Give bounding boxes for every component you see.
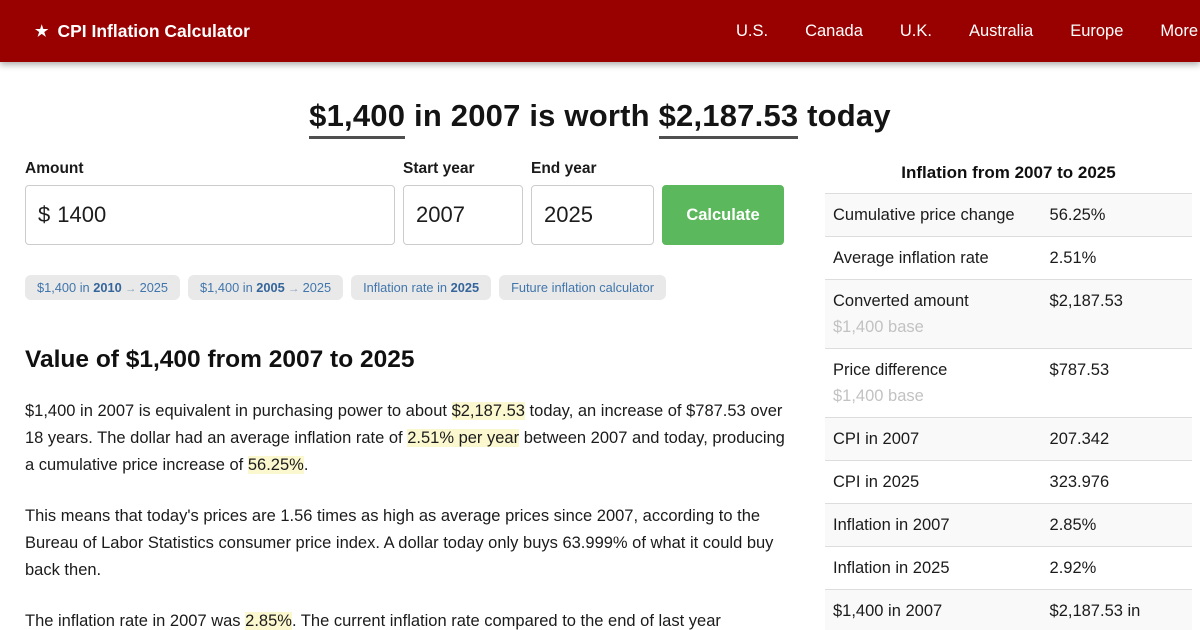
content-columns: Amount $ Start year End year Calculate [0,160,1200,630]
chip-text: $1,400 in [37,280,94,295]
chip-text: Inflation rate in [363,280,451,295]
end-year-input-box [531,185,654,245]
table-row: Average inflation rate 2.51% [825,236,1192,279]
summary-sidebar: Inflation from 2007 to 2025 Cumulative p… [825,160,1192,630]
right-arrow-icon: → [121,283,140,295]
highlighted-value: 56.25% [247,456,304,474]
chip-year-bold: 2005 [256,280,285,295]
text-segment: between 2007 and today, producing a cumu… [25,429,785,474]
nav-link-australia[interactable]: Australia [968,21,1034,40]
row-label-text: Converted amount [833,292,969,310]
row-label-text: Price difference [833,361,948,379]
brand-title: CPI Inflation Calculator [57,20,250,41]
amount-input[interactable] [57,202,382,228]
row-value: $2,187.53 [1049,292,1123,310]
section-heading: Value of $1,400 from 2007 to 2025 [25,346,415,373]
row-label: Converted amount $1,400 base [825,280,1042,348]
chip-future-inflation-calculator[interactable]: Future inflation calculator [499,275,667,300]
text-segment: $1,400 in 2007 is equivalent in purchasi… [25,402,452,420]
amount-field-group: Amount $ [25,160,395,245]
headline-tail-text: today [798,98,891,133]
row-value: 56.25% [1049,206,1106,224]
quick-links-chips: $1,400 in 2010 → 2025 $1,400 in 2005 → 2… [25,275,790,300]
start-year-field-group: Start year [403,160,523,245]
chip-text: $1,400 in [200,280,257,295]
row-label: Price difference $1,400 base [825,349,1042,417]
paragraph-buying-power: This means that today's prices are 1.56 … [25,507,774,579]
chip-inflation-rate-2025[interactable]: Inflation rate in 2025 [351,275,492,300]
text-segment: The inflation rate in 2007 was [25,612,246,630]
headline-middle-text: in 2007 is worth [405,98,659,133]
row-label: Average inflation rate [833,249,989,267]
end-year-field-group: End year [531,160,654,245]
chip-text: 2025 [302,280,332,295]
end-year-label: End year [531,160,597,177]
row-value: 2.92% [1049,559,1097,577]
amount-input-box: $ [25,185,395,245]
nav-link-europe[interactable]: Europe [1070,21,1124,40]
chip-1400-in-2010[interactable]: $1,400 in 2010 → 2025 [25,275,181,300]
inflation-summary-table: Cumulative price change 56.25% Average i… [825,193,1192,630]
text-segment: today, an increase of $787.53 over 18 ye… [25,402,783,447]
table-row: Inflation in 2007 2.85% [825,503,1192,546]
top-navbar: ★ CPI Inflation Calculator U.S. Canada U.… [0,0,1200,62]
row-label: Inflation in 2007 [833,516,950,534]
amount-label: Amount [25,160,84,177]
row-label: CPI in 2025 [833,473,920,491]
brand-home-link[interactable]: ★ CPI Inflation Calculator [35,21,250,42]
table-row: Price difference $1,400 base $787.53 [825,348,1192,417]
chip-text: Future inflation calculator [511,280,655,295]
sidebar-title: Inflation from 2007 to 2025 [901,163,1116,182]
row-label: CPI in 2007 [833,430,920,448]
calculate-button[interactable]: Calculate [662,185,784,245]
nav-link-uk[interactable]: U.K. [899,21,932,40]
row-value: 207.342 [1049,430,1110,448]
start-year-input[interactable] [416,202,510,228]
highlighted-value: 2.85% [245,612,292,630]
table-row: Cumulative price change 56.25% [825,193,1192,236]
table-row: Converted amount $1,400 base $2,187.53 [825,279,1192,348]
row-label: $1,400 in 2007 [833,602,943,620]
paragraph-equivalence: $1,400 in 2007 is equivalent in purchasi… [25,398,790,479]
row-value: 323.976 [1049,473,1110,491]
nav-link-us[interactable]: U.S. [735,21,769,40]
text-segment: . The current inflation rate compared to… [291,612,721,630]
currency-symbol: $ [38,202,51,227]
calculator-form: Amount $ Start year End year Calculate [25,160,790,245]
highlighted-value: 2.51% per year [407,429,520,447]
row-value: 2.51% [1049,249,1097,267]
nav-link-canada[interactable]: Canada [805,21,863,40]
chip-text: 2025 [139,280,169,295]
row-label: Cumulative price change [833,206,1015,224]
page-title: $1,400 in 2007 is worth $2,187.53 today [0,95,1200,139]
main-column: Amount $ Start year End year Calculate [25,160,790,630]
right-arrow-icon: → [284,283,303,295]
nav-link-more[interactable]: More [1160,21,1198,40]
text-segment: . [303,456,309,474]
row-value: $787.53 [1049,361,1110,379]
end-year-input[interactable] [544,202,641,228]
start-year-label: Start year [403,160,475,177]
paragraph-inflation-rate: The inflation rate in 2007 was 2.85%. Th… [25,608,790,630]
navbar-links: U.S. Canada U.K. Australia Europe More [699,22,1198,41]
headline-converted-amount: $2,187.53 [658,98,799,139]
chip-year-bold: 2010 [93,280,122,295]
table-row: CPI in 2025 323.976 [825,460,1192,503]
table-row: CPI in 2007 207.342 [825,417,1192,460]
headline-start-amount: $1,400 [309,98,406,139]
row-sublabel: $1,400 base [833,387,924,405]
table-row: $1,400 in 2007 $2,187.53 in [825,589,1192,630]
row-value: 2.85% [1049,516,1097,534]
star-icon: ★ [35,23,49,40]
start-year-input-box [403,185,523,245]
row-label: Inflation in 2025 [833,559,950,577]
table-row: Inflation in 2025 2.92% [825,546,1192,589]
highlighted-value: $2,187.53 [451,402,525,420]
row-sublabel: $1,400 base [833,318,924,336]
chip-year-bold: 2025 [450,280,480,295]
chip-1400-in-2005[interactable]: $1,400 in 2005 → 2025 [188,275,344,300]
row-value: $2,187.53 in [1049,602,1141,620]
